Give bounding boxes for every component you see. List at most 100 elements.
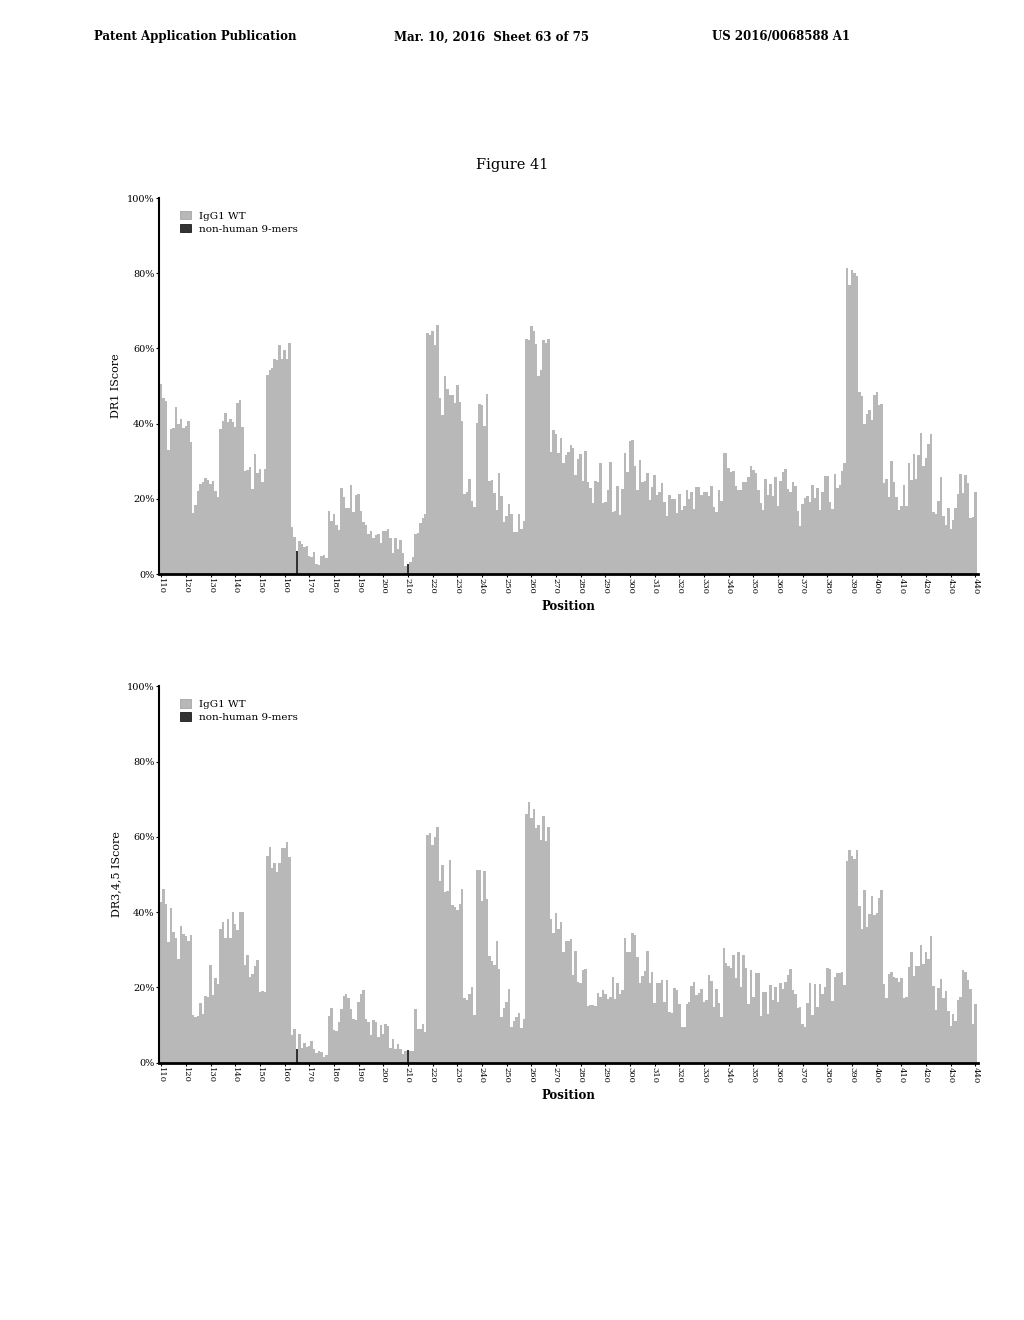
Bar: [424, 513, 426, 574]
Bar: [231, 422, 233, 574]
Bar: [446, 389, 449, 574]
Bar: [377, 1038, 380, 1063]
Bar: [755, 473, 757, 574]
Bar: [471, 500, 473, 574]
Bar: [527, 339, 530, 574]
Bar: [594, 482, 597, 574]
Bar: [419, 523, 422, 574]
Bar: [671, 1014, 673, 1063]
Bar: [567, 453, 569, 574]
Bar: [488, 480, 490, 574]
Bar: [310, 557, 313, 574]
Bar: [357, 1002, 359, 1063]
Bar: [794, 486, 797, 574]
Bar: [826, 477, 828, 574]
Bar: [870, 420, 873, 574]
Bar: [452, 906, 454, 1063]
Bar: [727, 966, 730, 1063]
Bar: [522, 1019, 525, 1063]
Bar: [301, 1048, 303, 1063]
Bar: [940, 478, 942, 574]
Bar: [569, 445, 572, 574]
Bar: [765, 993, 767, 1063]
Bar: [229, 418, 231, 574]
Bar: [930, 936, 932, 1063]
Bar: [660, 979, 664, 1063]
Bar: [636, 491, 639, 574]
Bar: [552, 430, 555, 574]
Bar: [564, 455, 567, 574]
Bar: [777, 506, 779, 574]
Bar: [167, 942, 170, 1063]
Text: Figure 41: Figure 41: [476, 158, 548, 173]
Bar: [900, 978, 903, 1063]
Bar: [881, 404, 883, 574]
Bar: [769, 986, 772, 1063]
Bar: [293, 1030, 296, 1063]
Bar: [688, 499, 690, 574]
Bar: [967, 979, 970, 1063]
Bar: [858, 906, 861, 1063]
Bar: [676, 990, 678, 1063]
Bar: [503, 523, 506, 574]
Bar: [895, 978, 898, 1063]
Bar: [464, 494, 466, 574]
Bar: [744, 482, 748, 574]
Bar: [266, 857, 268, 1063]
Text: Mar. 10, 2016  Sheet 63 of 75: Mar. 10, 2016 Sheet 63 of 75: [394, 30, 589, 44]
Bar: [355, 1020, 357, 1063]
Bar: [690, 986, 693, 1063]
Bar: [639, 983, 641, 1063]
Bar: [473, 1015, 476, 1063]
Bar: [888, 974, 890, 1063]
Bar: [456, 909, 459, 1063]
Bar: [212, 995, 214, 1063]
Bar: [947, 508, 949, 574]
Bar: [915, 966, 918, 1063]
Bar: [954, 1020, 957, 1063]
Bar: [261, 991, 263, 1063]
Bar: [247, 470, 249, 574]
Bar: [431, 845, 434, 1063]
Bar: [330, 1008, 333, 1063]
Bar: [727, 467, 730, 574]
Bar: [362, 990, 365, 1063]
Bar: [189, 935, 193, 1063]
Bar: [920, 433, 923, 574]
Bar: [498, 969, 501, 1063]
Bar: [779, 982, 781, 1063]
Bar: [834, 977, 836, 1063]
Bar: [715, 512, 718, 574]
Bar: [816, 488, 819, 574]
Bar: [355, 495, 357, 574]
Bar: [755, 973, 757, 1063]
Bar: [720, 1018, 723, 1063]
Bar: [401, 553, 404, 574]
Text: US 2016/0068588 A1: US 2016/0068588 A1: [712, 30, 850, 44]
Bar: [580, 454, 582, 574]
Bar: [412, 1051, 414, 1063]
Bar: [449, 859, 452, 1063]
Bar: [606, 490, 609, 574]
Bar: [473, 507, 476, 574]
Bar: [972, 517, 974, 574]
Bar: [172, 932, 175, 1063]
Bar: [925, 458, 928, 574]
Bar: [932, 512, 935, 574]
Bar: [602, 990, 604, 1063]
Bar: [873, 395, 876, 574]
Bar: [372, 539, 375, 574]
Bar: [947, 1011, 949, 1063]
Bar: [656, 983, 658, 1063]
Bar: [313, 552, 315, 574]
Bar: [634, 935, 636, 1063]
Bar: [748, 477, 750, 574]
Bar: [702, 491, 706, 574]
Bar: [368, 535, 370, 574]
Bar: [631, 440, 634, 574]
Bar: [774, 987, 777, 1063]
Bar: [221, 923, 224, 1063]
Bar: [165, 401, 167, 574]
Bar: [496, 941, 498, 1063]
Bar: [446, 891, 449, 1063]
